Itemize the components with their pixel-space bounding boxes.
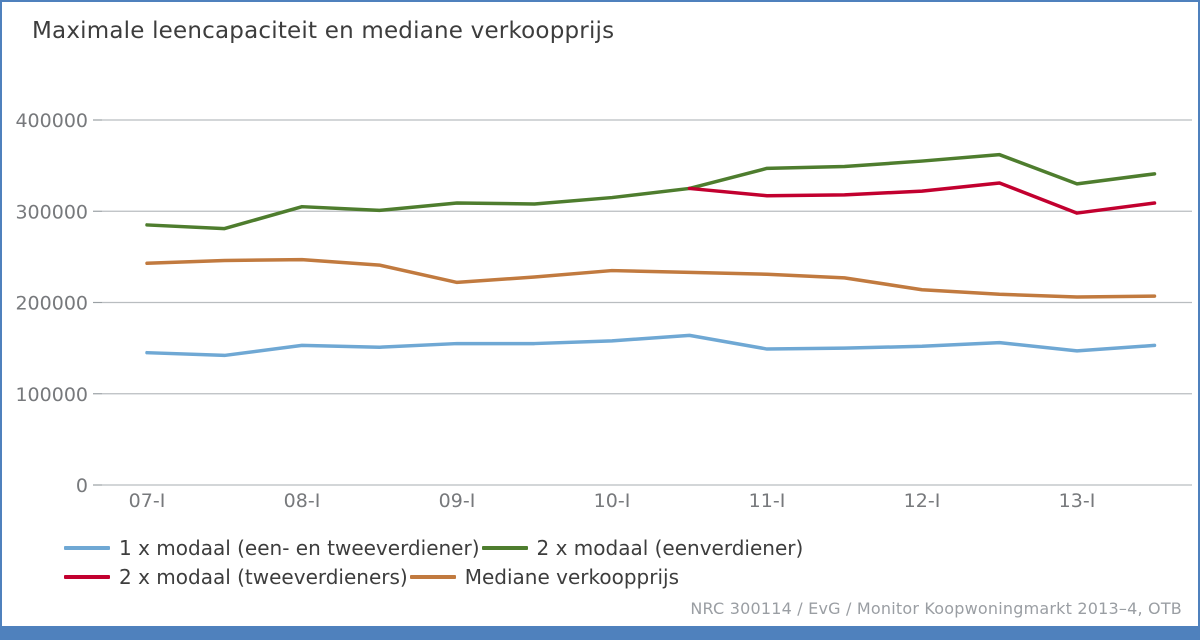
legend-label: 2 x modaal (tweeverdieners)	[119, 564, 408, 589]
legend-row: 1 x modaal (een- en tweeverdiener) 2 x mo…	[64, 533, 805, 562]
y-tick-label: 100000	[15, 384, 88, 406]
legend-label: 2 x modaal (eenverdiener)	[536, 535, 804, 560]
series-line	[145, 152, 1157, 231]
bottom-accent-bar	[2, 626, 1198, 638]
legend-swatch	[64, 574, 110, 579]
series-line	[687, 181, 1157, 215]
legend-item: 1 x modaal (een- en tweeverdiener)	[64, 536, 480, 560]
legend-item: 2 x modaal (eenverdiener)	[481, 535, 804, 560]
legend-item: 2 x modaal (tweeverdieners)	[64, 565, 408, 589]
legend-item: Mediane verkoopprijs	[409, 564, 679, 589]
source-credit: NRC 300114 / EvG / Monitor Koopwoningmar…	[690, 599, 1182, 618]
y-tick-label: 0	[76, 475, 88, 497]
chart-legend: 1 x modaal (een- en tweeverdiener) 2 x mo…	[64, 533, 805, 591]
legend-row: 2 x modaal (tweeverdieners) Mediane verko…	[64, 562, 805, 591]
legend-swatch	[409, 574, 456, 579]
legend-label: Mediane verkoopprijs	[464, 564, 679, 589]
x-tick-label: 07-I	[129, 490, 166, 512]
x-tick-label: 08-I	[284, 490, 321, 512]
x-tick-label: 12-I	[904, 490, 941, 512]
x-tick-label: 11-I	[749, 490, 786, 512]
legend-swatch	[64, 545, 110, 550]
x-tick-label: 09-I	[439, 490, 476, 512]
x-tick-label: 10-I	[594, 490, 631, 512]
y-tick-label: 400000	[15, 110, 88, 132]
legend-label: 1 x modaal (een- en tweeverdiener)	[119, 535, 480, 560]
series-line	[145, 257, 1157, 299]
y-tick-label: 200000	[15, 293, 88, 315]
legend-swatch	[481, 545, 528, 550]
series-line	[145, 333, 1157, 358]
x-tick-label: 13-I	[1059, 490, 1096, 512]
y-tick-label: 300000	[15, 201, 88, 223]
chart-title: Maximale leencapaciteit en mediane verko…	[32, 18, 615, 44]
